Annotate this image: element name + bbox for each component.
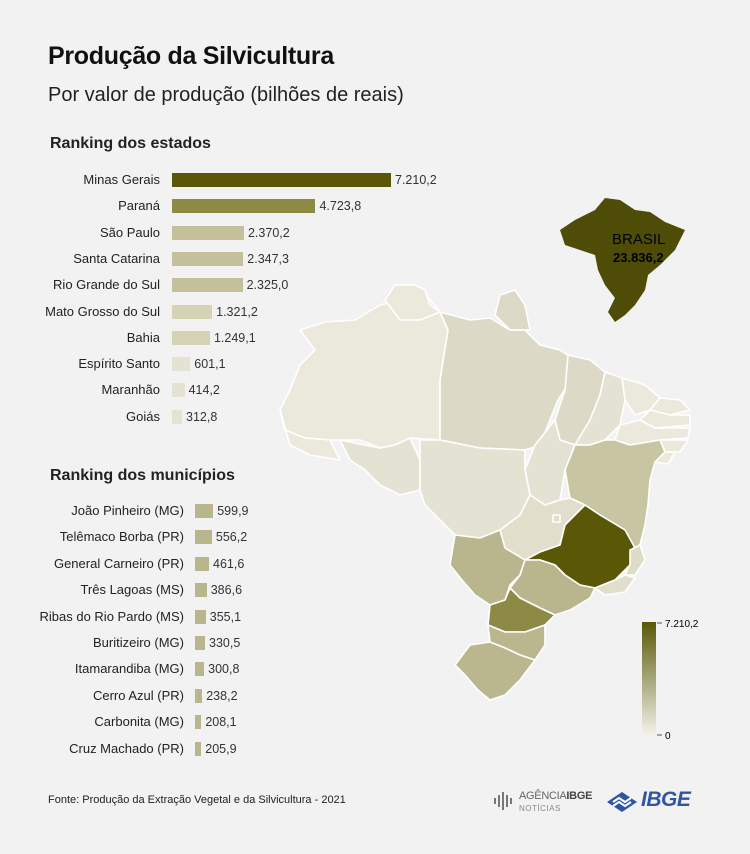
state-roraima <box>384 284 441 321</box>
bar <box>195 636 206 650</box>
brasil-label: BRASIL <box>612 231 665 248</box>
bar-value-label: 208,1 <box>205 715 237 730</box>
municipalities-ranking-title: Ranking dos municípios <box>50 467 235 484</box>
bar-label: Telêmaco Borba (PR) <box>59 529 184 545</box>
bar-label: Buritizeiro (MG) <box>92 635 184 650</box>
bar <box>172 330 210 345</box>
bar <box>195 715 202 730</box>
state-rio-de-janeiro <box>594 574 636 596</box>
bar-value-label: 2.325,0 <box>246 278 289 293</box>
bar-label: Itamarandiba (MG) <box>74 661 184 677</box>
bar-label: Cerro Azul (PR) <box>92 687 184 703</box>
bar-value-label: 601,1 <box>194 357 226 372</box>
agencia-prefix: AGÊNCIA <box>519 790 567 802</box>
state-acre <box>279 409 341 461</box>
bar-value-label: 599,9 <box>217 504 249 518</box>
bar <box>195 504 214 518</box>
bar <box>195 688 203 703</box>
ibge-logo-icon <box>607 792 637 812</box>
state-rio-grande-do-sul <box>454 641 536 701</box>
state-para <box>439 311 576 451</box>
agencia-ibge-text: IBGE <box>566 790 593 802</box>
bar-label: Maranhão <box>101 382 160 398</box>
ibge-text: IBGE <box>641 788 691 811</box>
bar-label: Bahia <box>126 329 160 345</box>
state-rio-grande-do-norte <box>649 397 691 416</box>
legend-max-label: 7.210,2 <box>665 619 699 630</box>
bar-value-label: 312,8 <box>186 409 218 424</box>
agencia-ibge-logo: AGÊNCIAIBGE NOTÍCIAS <box>492 788 592 818</box>
bar-label: Paraná <box>118 198 160 214</box>
bar <box>195 662 205 677</box>
bar-value-label: 7.210,2 <box>395 173 437 187</box>
bar-label: Espírito Santo <box>78 356 160 372</box>
bar <box>172 199 316 214</box>
state-mato-grosso-do-sul <box>449 529 526 606</box>
bar-label: Três Lagoas (MS) <box>80 582 184 598</box>
chart-subtitle: Por valor de produção (bilhões de reais) <box>48 84 404 106</box>
bar <box>195 556 210 571</box>
chart-title: Produção da Silvicultura <box>48 42 334 70</box>
state-distrito-federal <box>552 514 561 523</box>
bar-value-label: 1.249,1 <box>213 330 256 345</box>
bar <box>195 530 212 545</box>
ibge-logo: IBGE <box>605 788 705 818</box>
bar <box>195 609 206 624</box>
bar-label: Mato Grosso do Sul <box>45 303 160 319</box>
agencia-logo-icon <box>494 792 512 810</box>
bar-value-label: 4.723,8 <box>319 199 362 214</box>
brasil-inset-map <box>560 198 685 322</box>
bar-value-label: 205,9 <box>205 741 237 756</box>
bar-value-label: 330,5 <box>209 636 241 650</box>
state-amapa <box>494 289 531 331</box>
bar-value-label: 238,2 <box>206 688 238 703</box>
legend-min-label: 0 <box>665 731 671 742</box>
bar-value-label: 300,8 <box>208 662 240 677</box>
bar-label: Minas Gerais <box>83 172 160 187</box>
bar-value-label: 1.321,2 <box>216 304 258 319</box>
legend-color-bar <box>642 622 656 736</box>
bar <box>172 251 244 266</box>
bar-value-label: 414,2 <box>188 383 220 398</box>
bar <box>195 741 202 756</box>
bar <box>172 383 185 398</box>
bar-label: São Paulo <box>100 224 160 240</box>
bar <box>172 357 191 372</box>
bar-value-label: 556,2 <box>215 530 248 545</box>
bar <box>172 304 213 319</box>
bar-value-label: 2.370,2 <box>247 225 290 240</box>
state-espirito-santo <box>624 544 646 576</box>
agencia-sub: NOTÍCIAS <box>519 804 561 813</box>
bar-label: Ribas do Rio Pardo (MS) <box>39 608 185 624</box>
states-ranking-title: Ranking dos estados <box>50 135 211 152</box>
bar-label: Carbonita (MG) <box>94 714 184 730</box>
bar-label: Cruz Machado (PR) <box>69 740 184 756</box>
source-note: Fonte: Produção da Extração Vegetal e da… <box>48 794 346 806</box>
bar <box>172 225 244 240</box>
bar-label: General Carneiro (PR) <box>53 555 184 571</box>
bar-label: João Pinheiro (MG) <box>71 503 184 518</box>
bar-value-label: 2.347,3 <box>247 251 289 266</box>
map-states <box>279 284 691 701</box>
bar-value-label: 461,6 <box>213 556 245 571</box>
bar <box>172 409 182 424</box>
brasil-value: 23.836,2 <box>613 250 664 265</box>
bar-label: Goiás <box>126 408 160 424</box>
bar <box>172 173 391 187</box>
bar-value-label: 355,1 <box>209 609 242 624</box>
bar-label: Rio Grande do Sul <box>53 277 160 293</box>
bar <box>195 583 207 598</box>
bar <box>172 278 243 293</box>
bar-value-label: 386,6 <box>210 583 243 598</box>
bar-label: Santa Catarina <box>73 250 160 266</box>
